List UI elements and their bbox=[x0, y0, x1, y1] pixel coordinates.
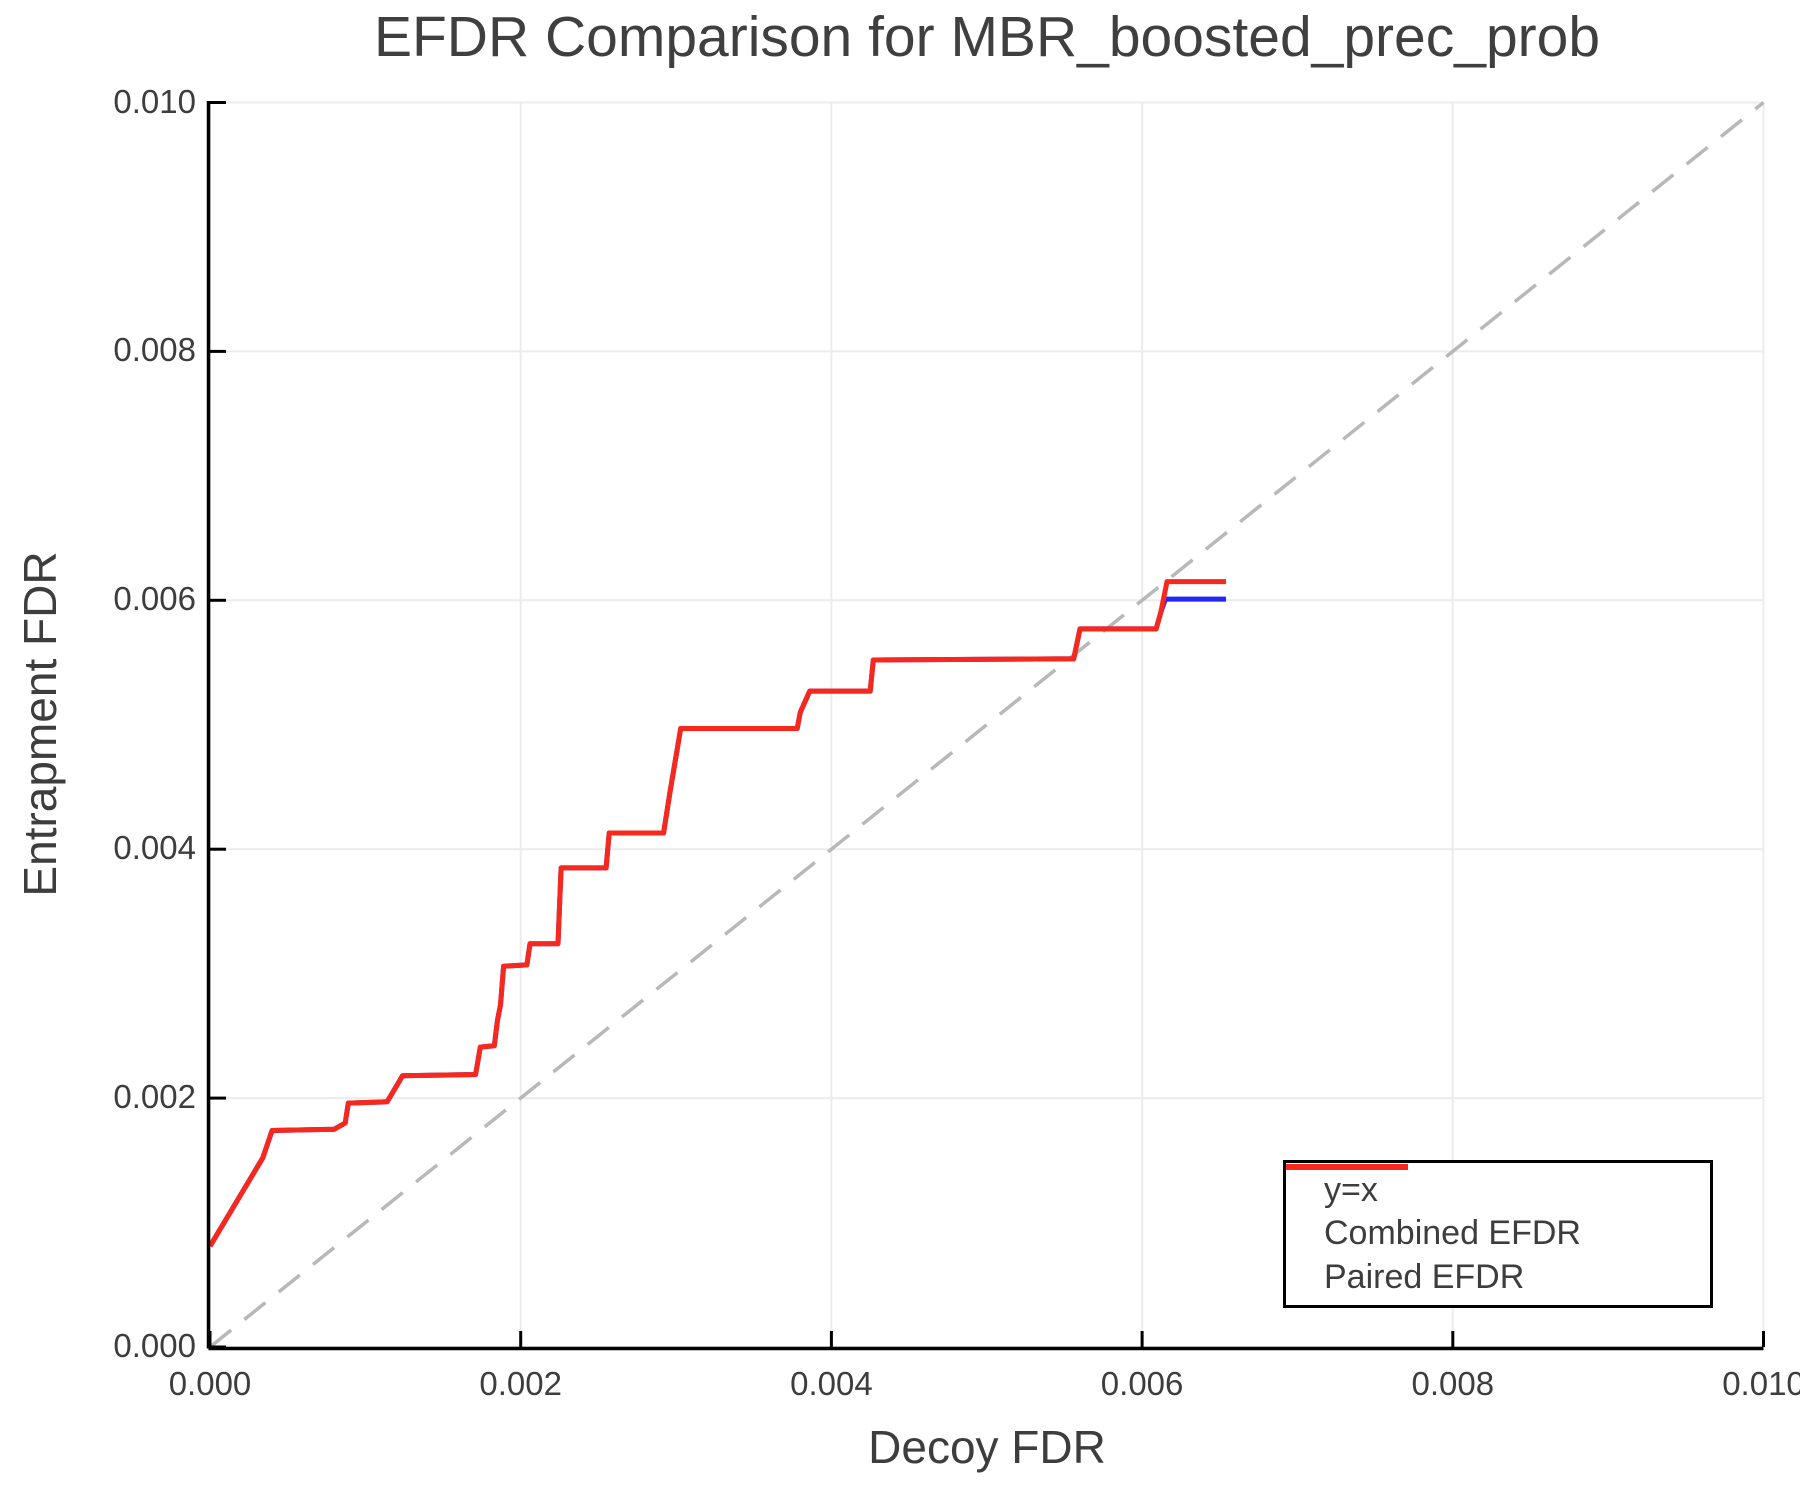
paired-efdr-line-sample-icon bbox=[1286, 1164, 1408, 1170]
legend-label-diagonal: y=x bbox=[1324, 1171, 1378, 1210]
legend-row-combined-efdr: Combined EFDR bbox=[1286, 1164, 1710, 1255]
chart-title: EFDR Comparison for MBR_boosted_prec_pro… bbox=[373, 5, 1601, 69]
y-axis-label: Entrapment FDR bbox=[14, 551, 66, 897]
y-tick-label: 0.002 bbox=[113, 1078, 196, 1116]
x-axis-label: Decoy FDR bbox=[868, 1421, 1106, 1473]
y-tick-label: 0.008 bbox=[113, 331, 196, 369]
legend-row-diagonal: y=x bbox=[1286, 1164, 1710, 1212]
x-tick-label: 0.002 bbox=[479, 1365, 562, 1402]
series-line-paired-efdr bbox=[207, 579, 1226, 1248]
x-tick-label: 0.000 bbox=[168, 1365, 252, 1402]
x-tick-label: 0.008 bbox=[1411, 1365, 1495, 1402]
legend-label-paired-efdr: Paired EFDR bbox=[1324, 1257, 1525, 1296]
series-line-combined-efdr bbox=[207, 596, 1226, 1248]
x-tick-label: 0.010 bbox=[1722, 1365, 1800, 1402]
diagonal-line bbox=[208, 101, 1765, 1349]
x-tick-label: 0.004 bbox=[790, 1365, 873, 1402]
legend: y=x Combined EFDR Paired EFDR bbox=[1283, 1160, 1713, 1308]
y-tick-label: 0.006 bbox=[113, 580, 196, 618]
x-tick-label: 0.006 bbox=[1100, 1365, 1184, 1402]
y-tick-label: 0.010 bbox=[113, 82, 196, 120]
y-tick-label: 0.000 bbox=[113, 1327, 196, 1365]
legend-row-paired-efdr: Paired EFDR bbox=[1286, 1164, 1710, 1299]
legend-label-combined-efdr: Combined EFDR bbox=[1324, 1214, 1581, 1253]
y-tick-label: 0.004 bbox=[113, 829, 196, 867]
